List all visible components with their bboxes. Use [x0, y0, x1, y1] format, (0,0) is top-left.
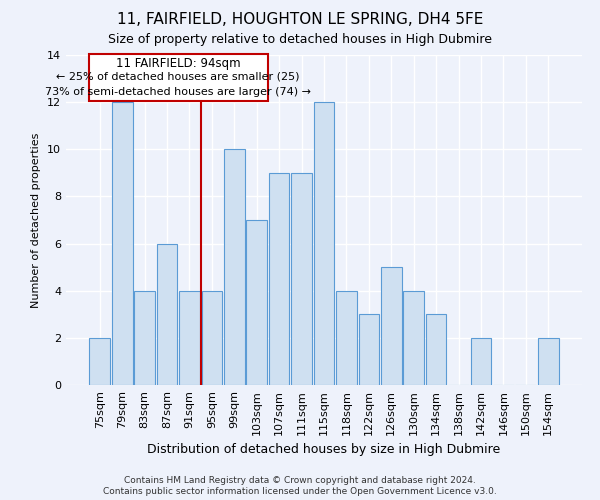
Bar [247, 220, 267, 385]
Text: 73% of semi-detached houses are larger (74) →: 73% of semi-detached houses are larger (… [45, 86, 311, 97]
Bar [89, 54, 268, 101]
Bar [538, 338, 559, 385]
Bar [291, 173, 312, 385]
Bar [157, 244, 178, 385]
X-axis label: Distribution of detached houses by size in High Dubmire: Distribution of detached houses by size … [148, 443, 500, 456]
Bar [89, 338, 110, 385]
Text: ← 25% of detached houses are smaller (25): ← 25% of detached houses are smaller (25… [56, 71, 300, 81]
Bar [470, 338, 491, 385]
Text: Contains public sector information licensed under the Open Government Licence v3: Contains public sector information licen… [103, 487, 497, 496]
Bar [269, 173, 289, 385]
Bar [224, 150, 245, 385]
Bar [179, 290, 200, 385]
Bar [202, 290, 222, 385]
Bar [381, 267, 401, 385]
Bar [314, 102, 334, 385]
Text: 11, FAIRFIELD, HOUGHTON LE SPRING, DH4 5FE: 11, FAIRFIELD, HOUGHTON LE SPRING, DH4 5… [117, 12, 483, 28]
Text: Contains HM Land Registry data © Crown copyright and database right 2024.: Contains HM Land Registry data © Crown c… [124, 476, 476, 485]
Bar [359, 314, 379, 385]
Bar [112, 102, 133, 385]
Bar [426, 314, 446, 385]
Y-axis label: Number of detached properties: Number of detached properties [31, 132, 41, 308]
Bar [134, 290, 155, 385]
Text: Size of property relative to detached houses in High Dubmire: Size of property relative to detached ho… [108, 32, 492, 46]
Text: 11 FAIRFIELD: 94sqm: 11 FAIRFIELD: 94sqm [116, 56, 241, 70]
Bar [403, 290, 424, 385]
Bar [336, 290, 357, 385]
